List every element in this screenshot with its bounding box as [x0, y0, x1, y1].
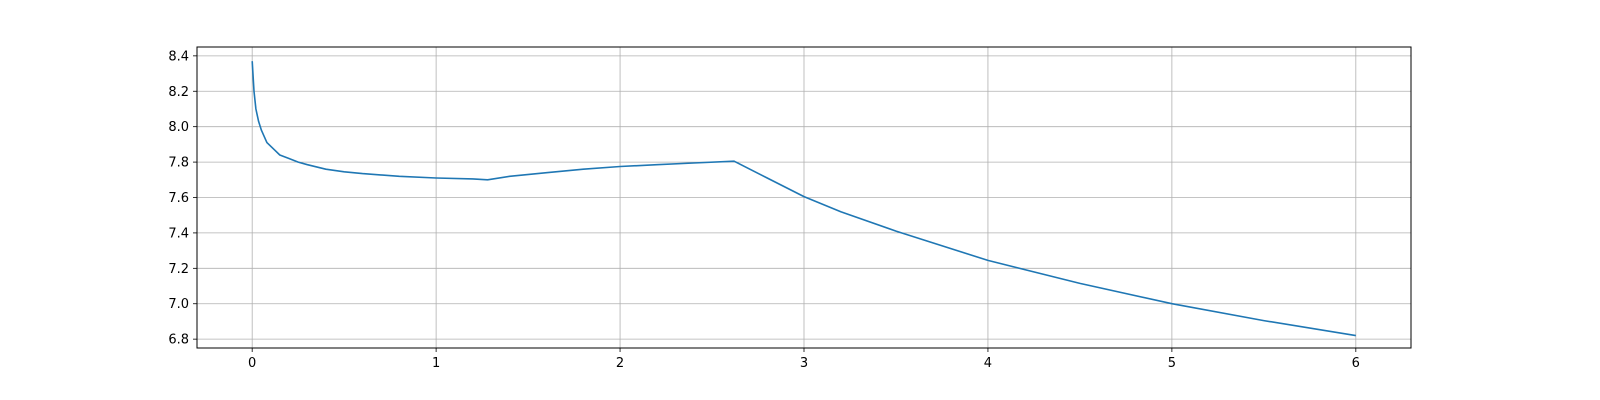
y-tick-label: 7.8 — [168, 156, 189, 171]
y-axis: 6.8 7.0 7.2 7.4 7.6 7.8 8.0 8.2 8.4 — [168, 49, 197, 348]
y-tick-label: 8.2 — [168, 85, 189, 100]
y-tick-label: 8.4 — [168, 49, 189, 64]
x-tick-label: 3 — [800, 356, 808, 371]
x-tick-label: 1 — [432, 356, 440, 371]
y-tick-label: 7.4 — [168, 226, 189, 241]
x-tick-label: 0 — [248, 356, 256, 371]
x-axis: 0 1 2 3 4 5 6 — [248, 348, 1360, 371]
series-layer — [251, 61, 1356, 337]
x-tick-label: 6 — [1352, 356, 1360, 371]
y-tick-label: 7.0 — [168, 297, 189, 312]
series-line — [251, 61, 1356, 337]
x-tick-label: 2 — [616, 356, 624, 371]
y-tick-label: 6.8 — [168, 333, 189, 348]
grid — [197, 47, 1411, 348]
y-tick-label: 8.0 — [168, 120, 189, 135]
x-tick-label: 5 — [1168, 356, 1176, 371]
y-tick-label: 7.2 — [168, 262, 189, 277]
y-tick-label: 7.6 — [168, 191, 189, 206]
x-tick-label: 4 — [984, 356, 992, 371]
